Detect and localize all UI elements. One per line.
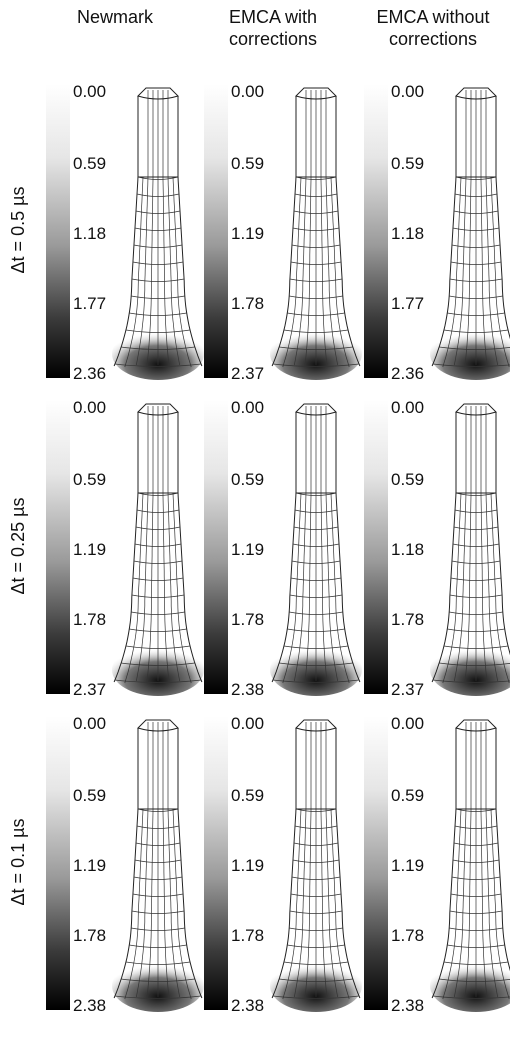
colorbar-tick-label: 1.18 [391,540,425,559]
deformed-mesh [430,719,510,1012]
deformed-mesh [112,403,204,696]
colorbar-tick-label: 1.78 [73,926,107,945]
colorbar-tick-label: 0.00 [73,714,107,733]
colorbar-tick-label: 2.38 [391,996,425,1015]
deformed-mesh [430,403,510,696]
colorbar-tick-label: 1.78 [391,926,425,945]
colorbar-tick-label: 1.19 [231,224,265,243]
colorbar-tick-label: 1.78 [231,926,265,945]
colorbar-tick-label: 1.19 [231,856,265,875]
colorbar-tick-label: 1.78 [231,294,265,313]
result-panel: 0.00 0.59 1.18 1.78 2.37 [364,398,510,699]
colorbar-tick-label: 0.59 [391,470,425,489]
colorbar-tick-label: 0.00 [73,82,107,101]
colorbar-tick-label: 0.59 [73,786,107,805]
colorbar [364,400,388,694]
colorbar [204,716,228,1010]
column-header-emca-with-corrections: EMCA with corrections [198,6,348,50]
colorbar-tick-label: 2.38 [231,680,265,699]
colorbar-tick-label: 2.38 [73,996,107,1015]
colorbar-tick-label: 0.00 [231,82,265,101]
colorbar-tick-label: 0.00 [391,398,425,417]
colorbar-tick-label: 2.37 [391,680,425,699]
colorbar-tick-label: 1.78 [231,610,265,629]
result-panel: 0.00 0.59 1.19 1.78 2.38 [46,714,206,1015]
colorbar-tick-label: 2.38 [231,996,265,1015]
result-panel: 0.00 0.59 1.18 1.77 2.36 [364,82,510,383]
result-panel: 0.00 0.59 1.19 1.78 2.38 [204,714,364,1015]
colorbar-tick-label: 1.77 [73,294,107,313]
colorbar [46,716,70,1010]
colorbar-tick-label: 2.37 [73,680,107,699]
colorbar-tick-label: 1.19 [73,540,107,559]
colorbar [204,84,228,378]
column-header-line: EMCA without [376,7,490,27]
colorbar-tick-label: 0.00 [231,398,265,417]
colorbar-tick-label: 1.19 [391,856,425,875]
colorbar-tick-label: 0.59 [391,154,425,173]
row-label-dt-0-25: Δt = 0.25 µs [8,497,28,595]
deformed-mesh [270,403,362,696]
colorbar-tick-label: 0.00 [73,398,107,417]
column-header-emca-without-corrections: EMCA without corrections [358,6,508,50]
colorbar-tick-label: 0.59 [73,154,107,173]
column-header-line: Newmark [76,7,153,27]
colorbar [364,84,388,378]
colorbar-tick-label: 2.36 [73,364,107,383]
colorbar-tick-label: 1.18 [73,224,107,243]
colorbar-tick-label: 0.00 [391,714,425,733]
colorbar [46,84,70,378]
deformed-mesh [112,87,204,380]
colorbar-tick-label: 1.19 [231,540,265,559]
result-panel: 0.00 0.59 1.19 1.78 2.37 [46,398,206,699]
colorbar-tick-label: 1.19 [73,856,107,875]
deformed-mesh [112,719,204,1012]
colorbar-tick-label: 0.59 [231,154,265,173]
colorbar-tick-label: 1.78 [73,610,107,629]
column-header-line: EMCA with [228,7,318,27]
colorbar-tick-label: 1.78 [391,610,425,629]
colorbar-tick-label: 1.77 [391,294,425,313]
colorbar-tick-label: 2.37 [231,364,265,383]
colorbar-tick-label: 0.00 [391,82,425,101]
deformed-mesh [270,719,362,1012]
colorbar [364,716,388,1010]
deformed-mesh [270,87,362,380]
colorbar-tick-label: 2.36 [391,364,425,383]
colorbar-tick-label: 0.59 [231,786,265,805]
column-header-line: corrections [388,29,478,49]
row-label-dt-0-1: Δt = 0.1 µs [8,818,28,906]
column-header-newmark: Newmark [40,6,190,28]
deformed-mesh [430,87,510,380]
colorbar [46,400,70,694]
colorbar-tick-label: 0.59 [73,470,107,489]
result-panel: 0.00 0.59 1.19 1.78 2.38 [204,398,364,699]
result-panel: 0.00 0.59 1.19 1.78 2.37 [204,82,364,383]
column-header-line: corrections [228,29,318,49]
colorbar-tick-label: 0.59 [391,786,425,805]
colorbar-tick-label: 0.59 [231,470,265,489]
result-panel: 0.00 0.59 1.19 1.78 2.38 [364,714,510,1015]
colorbar-tick-label: 0.00 [231,714,265,733]
colorbar-tick-label: 1.18 [391,224,425,243]
row-label-dt-0-5: Δt = 0.5 µs [8,186,28,274]
colorbar [204,400,228,694]
result-panel: 0.00 0.59 1.18 1.77 2.36 [46,82,206,383]
